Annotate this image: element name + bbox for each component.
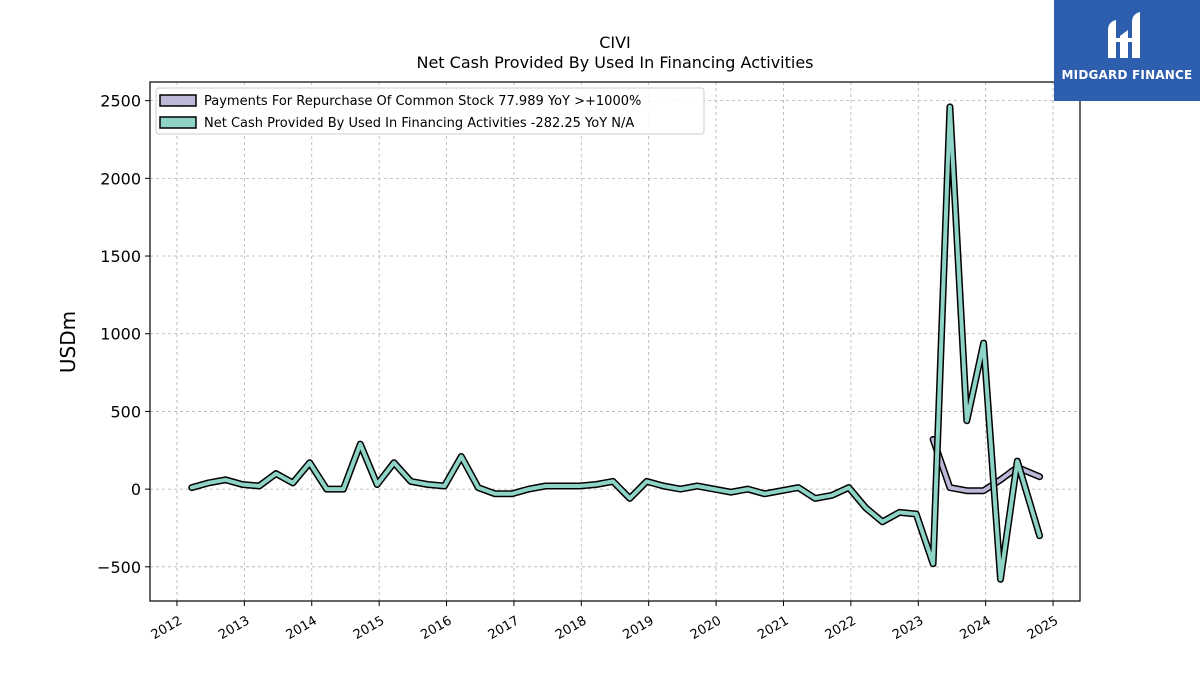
series-1-outline [188,103,1044,583]
y-tick-label: 1500 [100,247,141,266]
chart-subtitle: Net Cash Provided By Used In Financing A… [416,53,813,72]
series-layer [188,103,1044,583]
x-tick-label: 2012 [149,613,185,643]
legend-box [155,87,705,135]
x-tick-label: 2021 [755,613,791,643]
x-tick-label: 2013 [216,613,252,643]
x-tick-label: 2024 [957,613,993,643]
legend-entry: Payments For Repurchase Of Common Stock … [204,94,641,109]
x-tick-label: 2016 [418,613,454,643]
x-tick-label: 2022 [823,613,859,643]
chart-title: CIVI [599,33,631,52]
x-ticks: 2012 2013 2014 2015 2016 2017 2018 2019 2020 2021… [149,601,1061,643]
x-tick-label: 2015 [351,613,387,643]
x-tick-label: 2017 [486,613,522,643]
plot-frame [149,81,1081,602]
legend: Payments For Repurchase Of Common Stock … [155,87,705,135]
x-tick-label: 2020 [688,613,724,643]
y-tick-label: −500 [97,558,141,577]
y-tick-label: 500 [110,402,141,421]
grid [150,82,1080,601]
legend-swatch [159,94,197,107]
y-tick-label: 2000 [100,169,141,188]
legend-entry: Net Cash Provided By Used In Financing A… [204,116,634,131]
y-axis-label: USDm [56,311,80,373]
x-tick-label: 2014 [284,613,320,643]
y-tick-label: 2500 [100,92,141,111]
y-tick-label: 0 [131,480,141,499]
x-tick-label: 2023 [890,613,926,643]
x-tick-label: 2018 [553,613,589,643]
legend-swatch [159,116,197,129]
brand-logo: MIDGARD FINANCE [1054,0,1200,101]
x-tick-label: 2019 [621,613,657,643]
y-tick-label: 1000 [100,325,141,344]
logo-mark-icon [1108,12,1140,58]
y-ticks: −500 0 500 1000 1500 2000 2500 [97,92,150,577]
x-tick-label: 2025 [1025,613,1061,643]
series-1-line [189,104,1042,582]
logo-text: MIDGARD FINANCE [1061,68,1193,82]
